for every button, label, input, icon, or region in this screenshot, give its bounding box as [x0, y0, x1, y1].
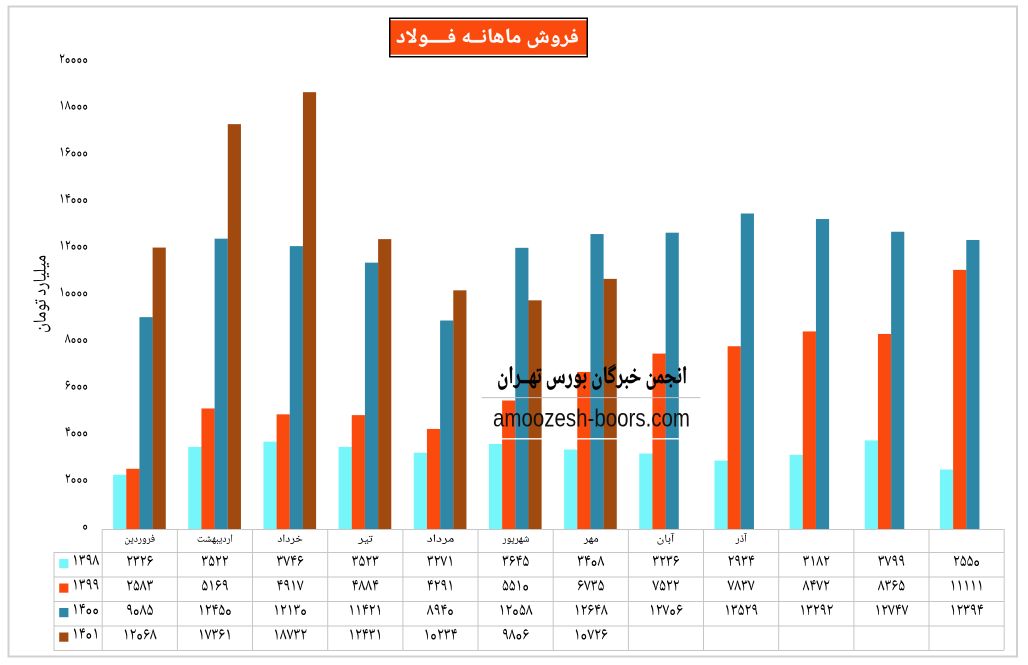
svg-text:amoozesh-boors.com: amoozesh-boors.com	[493, 405, 690, 433]
